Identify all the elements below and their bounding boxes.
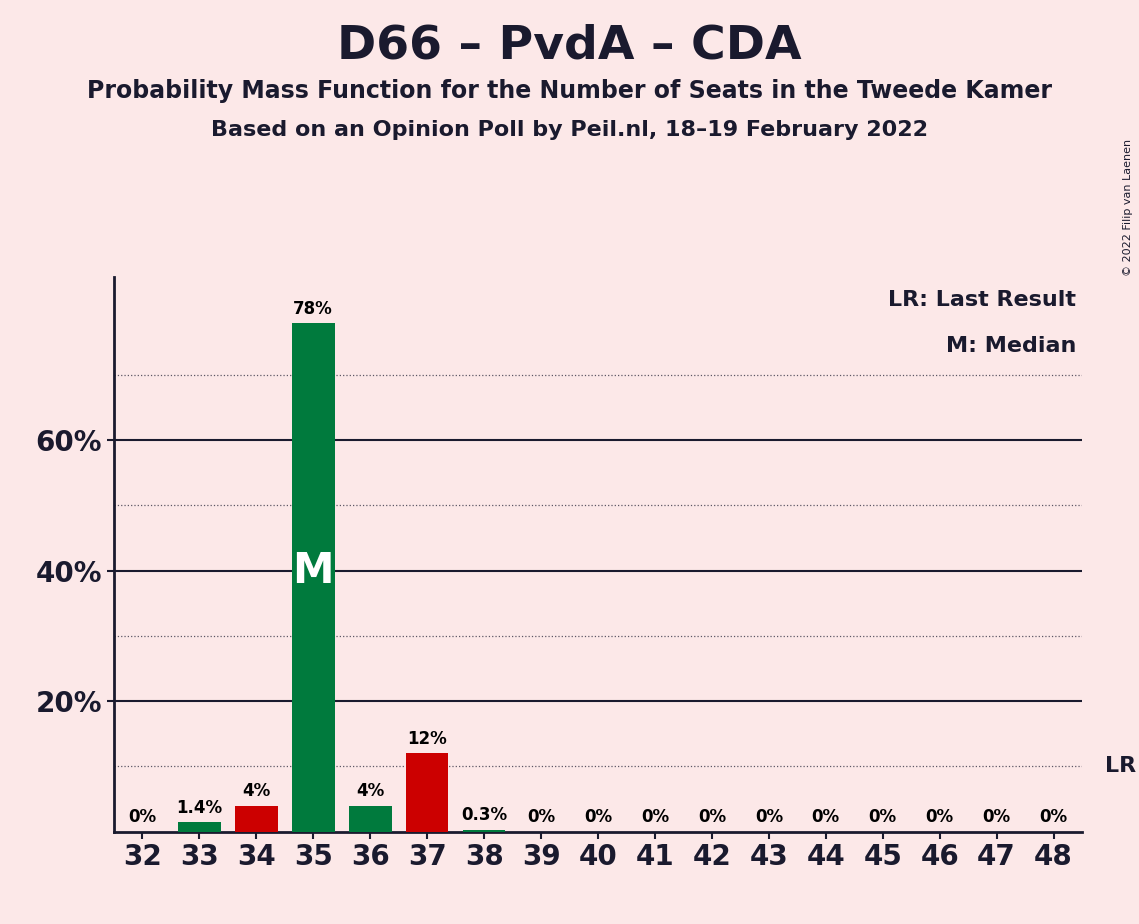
Text: D66 – PvdA – CDA: D66 – PvdA – CDA [337, 23, 802, 68]
Bar [292, 322, 335, 832]
Text: 0%: 0% [1040, 808, 1067, 826]
Text: 0%: 0% [926, 808, 953, 826]
Bar [462, 830, 506, 832]
Text: 0%: 0% [698, 808, 726, 826]
Text: 0%: 0% [641, 808, 669, 826]
Text: 0%: 0% [869, 808, 896, 826]
Bar [235, 806, 278, 832]
Text: 0%: 0% [983, 808, 1010, 826]
Text: © 2022 Filip van Laenen: © 2022 Filip van Laenen [1123, 139, 1133, 275]
Text: LR: LR [1105, 757, 1136, 776]
Text: M: M [293, 550, 334, 591]
Text: Based on an Opinion Poll by Peil.nl, 18–19 February 2022: Based on an Opinion Poll by Peil.nl, 18–… [211, 120, 928, 140]
Text: M: Median: M: Median [947, 336, 1076, 356]
Text: Probability Mass Function for the Number of Seats in the Tweede Kamer: Probability Mass Function for the Number… [87, 79, 1052, 103]
Text: 0%: 0% [527, 808, 555, 826]
Bar [349, 806, 392, 832]
Text: 1.4%: 1.4% [177, 799, 222, 817]
Text: 4%: 4% [357, 783, 384, 800]
Text: 0.3%: 0.3% [461, 807, 507, 824]
Text: LR: Last Result: LR: Last Result [888, 290, 1076, 310]
Text: 0%: 0% [129, 808, 156, 826]
Text: 0%: 0% [584, 808, 612, 826]
Bar [405, 753, 449, 832]
Bar [178, 822, 221, 832]
Text: 0%: 0% [755, 808, 782, 826]
Text: 12%: 12% [408, 730, 446, 748]
Text: 4%: 4% [243, 783, 270, 800]
Text: 78%: 78% [294, 299, 333, 318]
Text: 0%: 0% [812, 808, 839, 826]
